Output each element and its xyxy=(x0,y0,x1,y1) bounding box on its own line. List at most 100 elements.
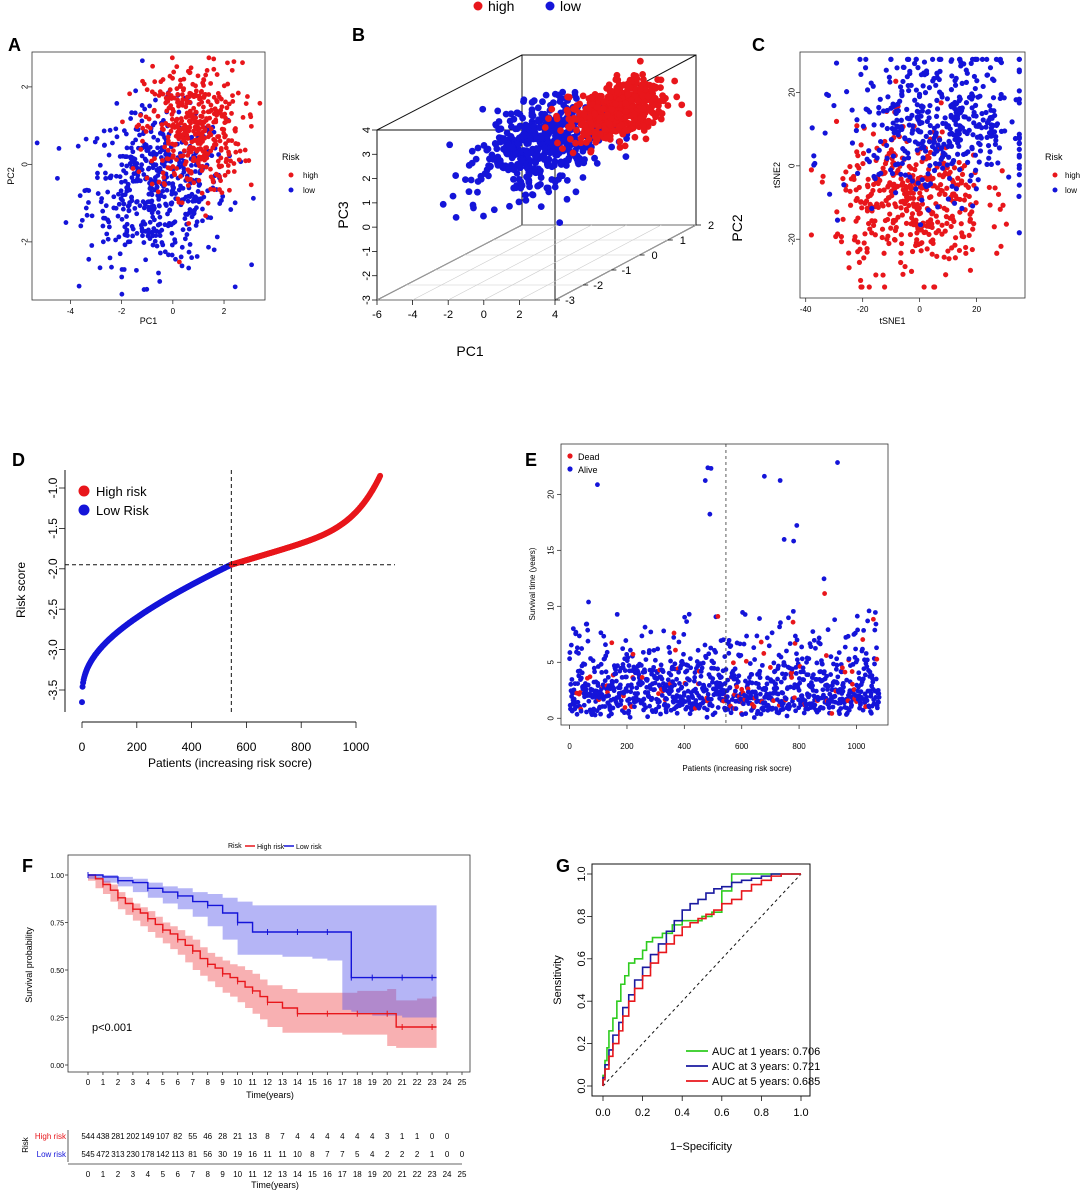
panel-e-point-alive xyxy=(702,642,708,648)
panel-c-point-high xyxy=(880,203,886,209)
panel-a-point-low xyxy=(220,193,226,199)
panel-f-ytick-label: 0.75 xyxy=(50,921,64,928)
panel-e-point-alive xyxy=(777,624,782,630)
panel-b-point-low xyxy=(467,176,475,184)
panel-f-risk-count: 178 xyxy=(141,1150,155,1159)
panel-e-point-alive xyxy=(731,673,737,678)
panel-b-point-low xyxy=(468,147,476,155)
panel-e-point-dead xyxy=(639,675,645,680)
panel-a-point-low xyxy=(124,214,129,219)
panel-b-point-high xyxy=(568,122,576,130)
panel-e-point-alive xyxy=(648,629,654,635)
panel-a-point-low xyxy=(169,252,175,258)
panel-a-point-high xyxy=(195,146,201,152)
panel-f-risk-xtick-label: 7 xyxy=(190,1170,195,1179)
panel-a-point-high xyxy=(229,111,234,116)
panel-c-label: C xyxy=(752,35,765,55)
panel-a-point-high xyxy=(178,174,183,179)
panel-g-xtick-label: 0.2 xyxy=(635,1107,650,1119)
panel-a-point-high xyxy=(230,98,236,104)
panel-c-legend-marker xyxy=(1052,172,1058,178)
panel-a-point-low xyxy=(124,229,130,235)
panel-a-point-low xyxy=(125,239,131,245)
panel-a-point-high xyxy=(218,178,223,184)
panel-f-risk-xtick-label: 15 xyxy=(308,1170,317,1179)
panel-e-point-alive xyxy=(703,655,709,661)
panel-b-point-low xyxy=(537,134,545,142)
panel-e-point-alive xyxy=(641,696,647,702)
panel-d: D0 200 400 600 800 1000-3.5-3.0-2.5-2.0-1.5-1… xyxy=(12,450,395,770)
panel-c-point-low xyxy=(899,91,905,97)
panel-f-risk-count: 281 xyxy=(111,1132,125,1141)
panel-e-point-dead xyxy=(656,691,661,697)
panel-e-point-alive xyxy=(666,645,672,650)
panel-b-xtick-label: 4 xyxy=(552,309,558,321)
panel-c-point-low xyxy=(935,142,941,148)
panel-a-point-low xyxy=(200,218,205,224)
panel-e-point-alive xyxy=(810,683,815,689)
panel-b-point-low xyxy=(556,219,564,226)
panel-c-point-high xyxy=(902,200,908,207)
panel-e-point-dead xyxy=(874,656,880,662)
panel-c-point-low xyxy=(985,142,992,149)
panel-b-point-high xyxy=(573,102,581,109)
panel-c-point-high xyxy=(919,201,926,207)
panel-e-point-alive xyxy=(756,685,762,690)
panel-a-point-high xyxy=(230,93,235,99)
panel-c-point-low xyxy=(979,125,985,131)
panel-e-point-alive xyxy=(599,669,605,675)
panel-e-point-alive xyxy=(757,616,762,621)
panel-f-legend-item: Low risk xyxy=(296,844,322,851)
panel-e-point-alive xyxy=(669,688,674,694)
panel-b-point-high xyxy=(640,112,648,120)
panel-c-point-high xyxy=(871,181,877,188)
panel-e-point-alive xyxy=(820,687,826,693)
panel-b-ylabel: PC2 xyxy=(729,214,745,241)
panel-c-point-high xyxy=(951,191,957,197)
panel-b-point-high xyxy=(621,142,629,150)
panel-e-point-alive xyxy=(598,630,604,636)
panel-c-point-high xyxy=(838,233,845,240)
panel-c-point-low xyxy=(987,65,994,71)
panel-c-point-low xyxy=(973,167,979,173)
panel-b-point-low xyxy=(479,105,487,113)
panel-f-xtick-label: 20 xyxy=(383,1078,392,1087)
panel-c-point-low xyxy=(809,125,815,131)
panel-a-point-high xyxy=(205,151,211,157)
panel-c-ytick-label: -20 xyxy=(788,233,797,245)
panel-b-ztick-label: 4 xyxy=(361,127,373,133)
panel-c-point-high xyxy=(992,185,998,191)
panel-a-point-high xyxy=(184,135,190,141)
panel-e-point-alive xyxy=(715,666,721,672)
panel-b-top-legend-item: low xyxy=(560,0,582,14)
panel-e-point-dead xyxy=(842,669,848,675)
panel-f-risk-count: 82 xyxy=(173,1132,182,1141)
panel-e-point-alive xyxy=(749,672,755,677)
panel-e-point-alive xyxy=(764,681,770,687)
panel-f-xtick-label: 4 xyxy=(146,1078,151,1087)
panel-c-point-high xyxy=(965,184,972,191)
panel-a-point-low xyxy=(140,219,146,225)
panel-e-point-alive xyxy=(623,638,629,643)
panel-e-point-alive xyxy=(752,657,758,662)
panel-a-point-high xyxy=(138,147,144,152)
panel-a-point-high xyxy=(242,147,248,153)
panel-a-point-high xyxy=(187,90,193,96)
panel-c-point-low xyxy=(904,56,911,62)
panel-c-point-high xyxy=(956,159,962,166)
panel-a-point-low xyxy=(121,128,127,134)
panel-c-point-low xyxy=(998,91,1004,98)
panel-b-point-low xyxy=(573,95,580,102)
panel-a-point-high xyxy=(195,160,201,166)
panel-b-point-low xyxy=(514,109,522,117)
panel-e-point-dead xyxy=(715,614,721,619)
panel-b-point-low xyxy=(477,175,485,183)
panel-c-point-high xyxy=(930,175,936,181)
panel-c-point-low xyxy=(947,140,953,146)
panel-a-point-low xyxy=(142,156,148,162)
panel-e-point-alive xyxy=(632,704,637,710)
panel-a-point-low xyxy=(83,136,89,142)
panel-c-point-high xyxy=(966,232,972,239)
panel-e-point-alive xyxy=(595,683,601,688)
